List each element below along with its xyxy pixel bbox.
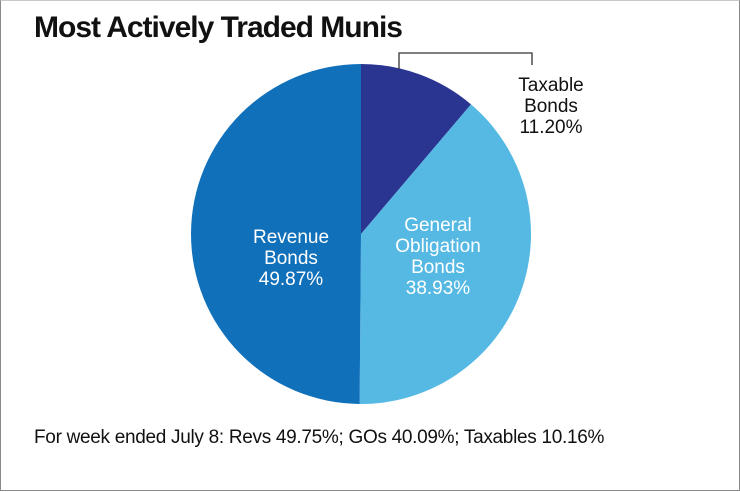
slice-value-label-1: 38.93% bbox=[406, 278, 471, 299]
taxable-leader-line bbox=[398, 52, 533, 69]
slice-label-1-line-0: General bbox=[404, 215, 472, 236]
pie-slice-0 bbox=[361, 64, 471, 234]
pie-slice-2 bbox=[191, 64, 361, 404]
slice-label-1-line-1: Obligation bbox=[395, 236, 481, 257]
slice-label-1-line-2: Bonds bbox=[411, 257, 465, 278]
pie-slice-1 bbox=[359, 104, 531, 405]
chart-footnote: For week ended July 8: Revs 49.75%; GOs … bbox=[34, 427, 605, 448]
chart-title: Most Actively Traded Munis bbox=[34, 11, 403, 44]
slice-label-2-line-1: Bonds bbox=[264, 248, 318, 269]
slice-value-label-0: 11.20% bbox=[519, 117, 582, 138]
slice-label-2-line-0: Revenue bbox=[253, 227, 329, 248]
slice-value-label-2: 49.87% bbox=[259, 269, 324, 290]
slice-label-0-line-1: Bonds bbox=[524, 96, 578, 117]
slice-label-0-line-0: Taxable bbox=[518, 75, 584, 96]
